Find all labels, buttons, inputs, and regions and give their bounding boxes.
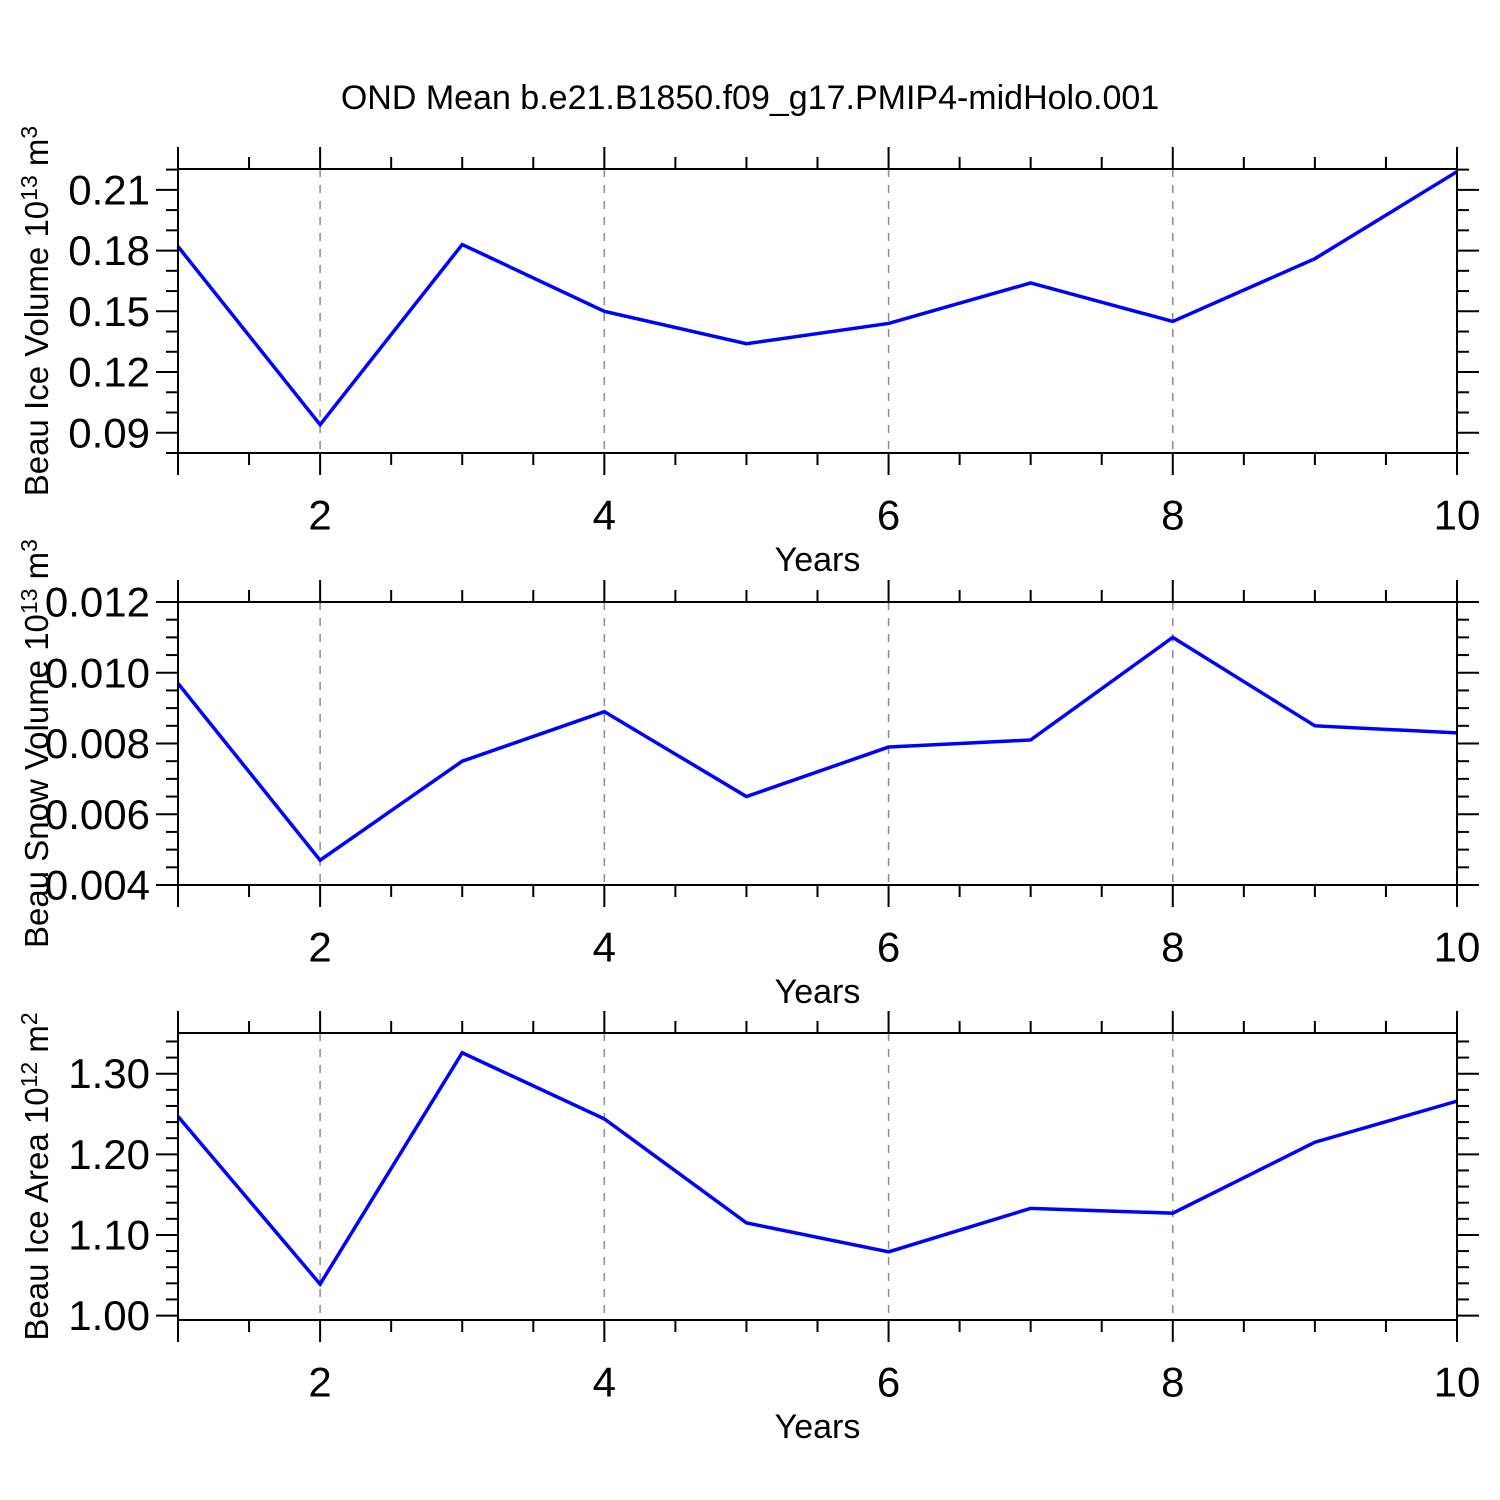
y-axis-title-superscript: 13	[16, 588, 42, 614]
panel-2: 2 4 6 8 10 0.004 0.006 0.008 0.010 0.012 Years Beau…	[16, 539, 1480, 1011]
panel-3: 2 4 6 8 10 1.00 1.10 1.20 1.30 Years Beau Ice Area…	[16, 1011, 1480, 1446]
y-tick-label: 0.006	[45, 791, 150, 838]
y-axis-title: Beau Ice Area 1012 m2	[16, 1012, 55, 1340]
y-axis-title-text: m	[18, 1025, 55, 1062]
x-tick-label: 10	[1434, 492, 1481, 539]
data-line	[176, 635, 1458, 863]
y-tick-label: 0.15	[68, 288, 150, 335]
y-tick-label: 0.008	[45, 720, 150, 767]
y-tick-label: 0.004	[45, 862, 150, 909]
x-axis-title: Years	[775, 973, 861, 1011]
y-tick-label: 0.12	[68, 349, 150, 396]
x-tick-label: 6	[877, 924, 900, 971]
plot-frame	[177, 601, 1458, 886]
y-tick-label: 0.21	[68, 166, 150, 213]
panel-1: 2 4 6 8 10 0.09 0.12 0.15 0.18 0.21 Years Beau Ice …	[16, 126, 1480, 579]
y-axis-title-superscript: 3	[16, 126, 42, 139]
y-axis-title-superscript: 12	[16, 1062, 42, 1088]
plot-frame	[177, 168, 1458, 454]
x-tick-label: 6	[877, 492, 900, 539]
x-tick-label: 4	[593, 1359, 616, 1406]
y-tick-label: 1.10	[68, 1211, 150, 1258]
chart-panels: 2 4 6 8 10 0.09 0.12 0.15 0.18 0.21 Years Beau Ice …	[16, 126, 1480, 1446]
x-tick-label: 8	[1161, 924, 1184, 971]
y-tick-label: 0.010	[45, 649, 150, 696]
x-tick-label: 2	[308, 492, 331, 539]
y-tick-label: 0.09	[68, 409, 150, 456]
x-tick-label: 8	[1161, 1359, 1184, 1406]
x-tick-label: 10	[1434, 924, 1481, 971]
y-tick-label: 1.30	[68, 1050, 150, 1097]
x-tick-label: 6	[877, 1359, 900, 1406]
y-axis-title-text: Beau Ice Area 10	[18, 1087, 55, 1340]
x-tick-label: 10	[1434, 1359, 1481, 1406]
y-axis-title-superscript: 2	[16, 1012, 42, 1025]
x-tick-label: 2	[308, 1359, 331, 1406]
y-axis-title: Beau Snow Volume 1013 m3	[16, 539, 55, 948]
y-axis-title: Beau Ice Volume 1013 m3	[16, 126, 55, 496]
y-axis-title-superscript: 13	[16, 175, 42, 201]
y-axis-title-text: m	[18, 139, 55, 176]
y-tick-label: 0.18	[68, 227, 150, 274]
plot-frame	[177, 1032, 1458, 1321]
y-tick-label: 0.012	[45, 579, 150, 626]
data-line	[176, 1050, 1458, 1288]
y-axis-title-text: Beau Snow Volume 10	[18, 614, 55, 948]
y-tick-label: 1.20	[68, 1131, 150, 1178]
y-tick-label: 1.00	[68, 1292, 150, 1339]
y-axis-title-text: m	[18, 552, 55, 589]
x-tick-label: 4	[593, 492, 616, 539]
x-axis-title: Years	[775, 1408, 861, 1446]
x-axis-title: Years	[775, 541, 861, 579]
x-tick-label: 4	[593, 924, 616, 971]
x-tick-label: 2	[308, 924, 331, 971]
data-line	[176, 170, 1458, 428]
y-axis-title-text: Beau Ice Volume 10	[18, 201, 55, 496]
y-axis-title-superscript: 3	[16, 539, 42, 552]
figure-title: OND Mean b.e21.B1850.f09_g17.PMIP4-midHo…	[341, 79, 1159, 117]
x-tick-label: 8	[1161, 492, 1184, 539]
